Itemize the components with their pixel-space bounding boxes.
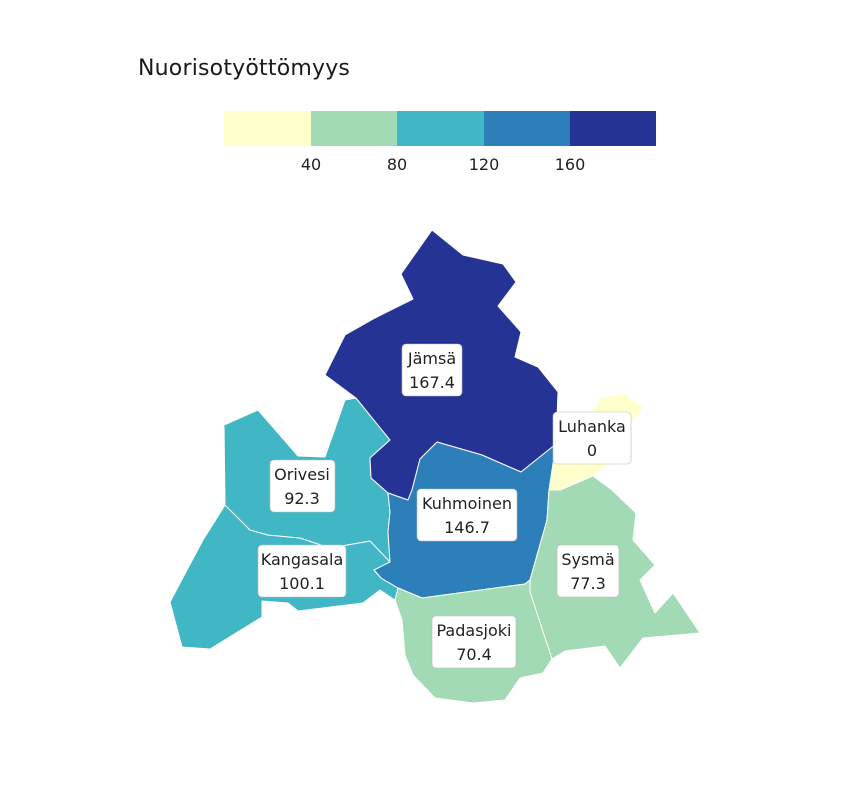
legend-tick-160: 160 [555, 155, 586, 174]
legend-swatch-2 [397, 111, 484, 146]
legend-swatch-4 [570, 111, 656, 146]
label-kangasala: Kangasala 100.1 [257, 544, 347, 598]
legend: 40 80 120 160 [224, 111, 656, 174]
label-jamsa: Jämsä 167.4 [401, 343, 463, 397]
label-name-kuhmoinen: Kuhmoinen [422, 494, 512, 513]
map-title: Nuorisotyöttömyys [138, 56, 351, 81]
label-luhanka: Luhanka 0 [552, 411, 632, 465]
label-box-kangasala [257, 544, 347, 598]
label-box-orivesi [269, 459, 336, 513]
label-value-luhanka: 0 [587, 441, 597, 460]
label-box-sysma [556, 544, 620, 598]
label-box-luhanka [552, 411, 632, 465]
label-name-luhanka: Luhanka [558, 417, 626, 436]
label-kuhmoinen: Kuhmoinen 146.7 [416, 488, 518, 542]
label-box-kuhmoinen [416, 488, 518, 542]
legend-swatch-1 [311, 111, 397, 146]
label-box-padasjoki [431, 615, 517, 669]
legend-tick-120: 120 [469, 155, 500, 174]
label-value-jamsa: 167.4 [409, 373, 455, 392]
label-orivesi: Orivesi 92.3 [269, 459, 336, 513]
label-value-sysma: 77.3 [570, 574, 606, 593]
region-labels: Jämsä 167.4 Luhanka 0 Orivesi 92.3 Kuhmo… [257, 343, 632, 669]
label-value-kuhmoinen: 146.7 [444, 518, 490, 537]
label-name-jamsa: Jämsä [407, 349, 456, 368]
legend-swatch-0 [224, 111, 311, 146]
label-value-kangasala: 100.1 [279, 574, 325, 593]
label-name-sysma: Sysmä [561, 550, 614, 569]
label-name-padasjoki: Padasjoki [437, 621, 512, 640]
legend-tick-40: 40 [301, 155, 321, 174]
legend-swatch-3 [484, 111, 570, 146]
label-sysma: Sysmä 77.3 [556, 544, 620, 598]
label-value-orivesi: 92.3 [284, 489, 320, 508]
label-box-jamsa [401, 343, 463, 397]
label-name-orivesi: Orivesi [274, 465, 330, 484]
label-padasjoki: Padasjoki 70.4 [431, 615, 517, 669]
label-value-padasjoki: 70.4 [456, 645, 492, 664]
label-name-kangasala: Kangasala [261, 550, 344, 569]
legend-tick-80: 80 [387, 155, 407, 174]
